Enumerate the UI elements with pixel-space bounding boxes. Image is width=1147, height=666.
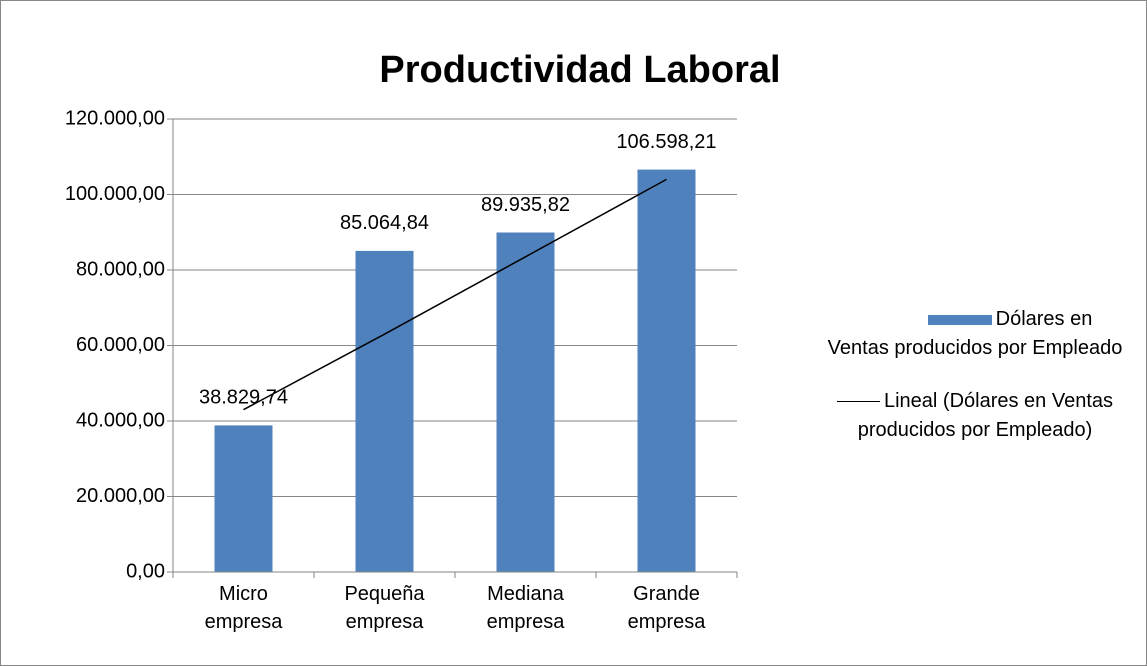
legend-marker bbox=[836, 401, 880, 403]
chart-title: Productividad Laboral bbox=[379, 49, 780, 91]
data-label: 85.064,84 bbox=[340, 212, 429, 234]
y-tick-label: 120.000,00 bbox=[65, 107, 165, 129]
data-label: 106.598,21 bbox=[616, 131, 716, 153]
x-tick-label: Pequeña empresa bbox=[344, 583, 425, 633]
y-tick-label: 100.000,00 bbox=[65, 183, 165, 205]
y-tick-label: 0,00 bbox=[126, 560, 165, 582]
legend-label: Lineal (Dólares en Ventas producidos por… bbox=[857, 390, 1114, 441]
bar bbox=[355, 250, 414, 572]
y-tick-label: 60.000,00 bbox=[76, 334, 165, 356]
y-tick-label: 80.000,00 bbox=[76, 258, 165, 280]
y-tick-label: 40.000,00 bbox=[76, 409, 165, 431]
legend-label: Dólares en Ventas producidos por Emplead… bbox=[827, 308, 1123, 359]
bar bbox=[496, 232, 555, 572]
data-label: 38.829,74 bbox=[199, 387, 288, 409]
bar bbox=[637, 169, 696, 573]
legend-entry: Lineal (Dólares en Ventas producidos por… bbox=[825, 387, 1125, 445]
x-tick-label: Grande empresa bbox=[627, 583, 706, 633]
x-tick-label: Mediana empresa bbox=[486, 583, 565, 633]
legend-marker bbox=[927, 314, 992, 325]
bar bbox=[214, 425, 273, 572]
data-label: 89.935,82 bbox=[481, 194, 570, 216]
legend-entry: Dólares en Ventas producidos por Emplead… bbox=[825, 305, 1125, 363]
y-tick-label: 20.000,00 bbox=[76, 485, 165, 507]
x-tick-label: Micro empresa bbox=[204, 583, 283, 633]
trend-line bbox=[243, 178, 667, 411]
